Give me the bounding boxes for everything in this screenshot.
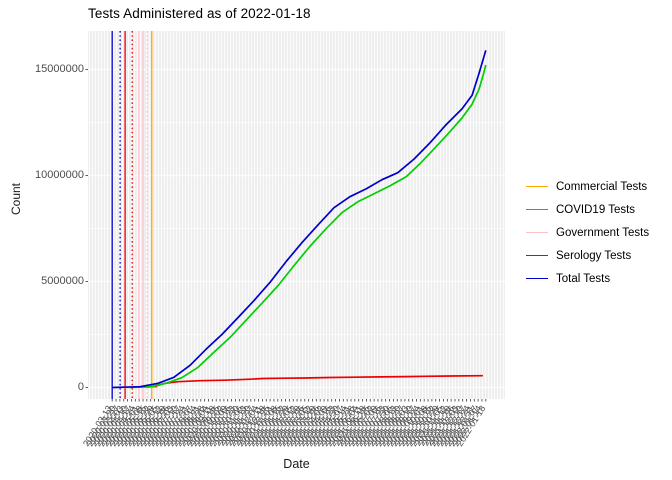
legend-label: Government Tests: [556, 226, 650, 239]
legend-item: Government Tests: [526, 221, 672, 244]
chart-title: Tests Administered as of 2022-01-18: [88, 6, 311, 21]
legend: Commercial Tests COVID19 Tests Government …: [526, 175, 672, 290]
legend-key-line: [526, 232, 548, 233]
y-tick-label: 15000000: [35, 63, 84, 75]
legend-label: Serology Tests: [556, 249, 632, 262]
legend-key-line: [526, 255, 548, 256]
legend-item: Serology Tests: [526, 244, 672, 267]
legend-key-line: [526, 278, 548, 279]
legend-item: Commercial Tests: [526, 175, 672, 198]
y-tick-label: 5000000: [41, 275, 84, 287]
legend-key-line: [526, 209, 548, 210]
y-tick-label: 0: [77, 381, 84, 393]
legend-label: COVID19 Tests: [556, 203, 636, 216]
x-axis-title: Date: [283, 457, 310, 471]
y-tick-label: 10000000: [35, 169, 84, 181]
legend-item: Total Tests: [526, 267, 672, 290]
legend-label: Total Tests: [556, 272, 611, 285]
legend-label: Commercial Tests: [556, 180, 648, 193]
legend-item: COVID19 Tests: [526, 198, 672, 221]
series-line: [154, 374, 483, 388]
legend-key-line: [526, 186, 548, 187]
series-line: [112, 50, 487, 389]
series-line: [130, 64, 487, 389]
